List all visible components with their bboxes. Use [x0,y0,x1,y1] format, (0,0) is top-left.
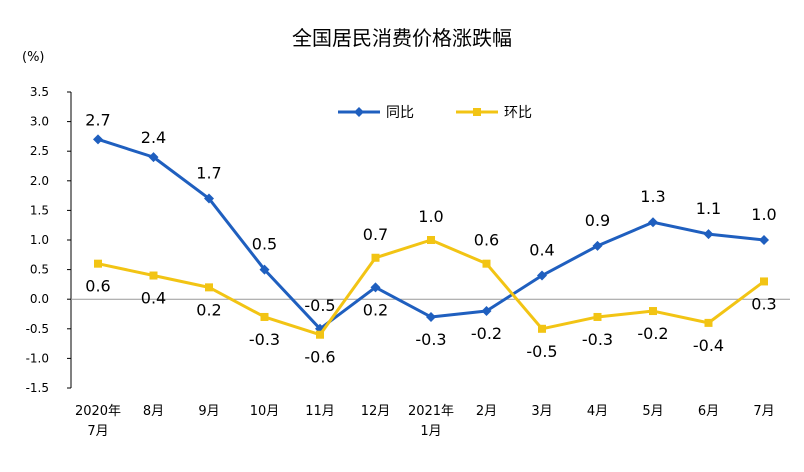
data-label-同比: -0.3 [415,330,446,349]
legend-label-同比: 同比 [386,105,414,121]
x-tick-label: 7月 [87,424,108,439]
data-point-同比 [759,235,769,245]
data-label-同比: 0.2 [363,300,388,319]
data-point-同比 [537,270,547,281]
y-tick-label: -0.5 [26,322,49,336]
data-point-同比 [93,134,103,145]
data-point-环比 [260,312,269,321]
data-point-同比 [648,217,658,228]
data-label-同比: 0.5 [252,235,277,254]
data-label-环比: 1.0 [418,207,443,226]
x-tick-label: 2月 [476,404,497,419]
x-tick-label: 4月 [587,404,608,419]
y-tick-label: 0.0 [30,292,49,306]
x-tick-label: 7月 [753,404,774,419]
data-label-环比: 0.6 [474,231,499,250]
legend-label-环比: 环比 [504,105,532,121]
data-label-环比: -0.6 [304,348,335,367]
data-point-同比 [426,311,436,322]
y-tick-label: 0.5 [30,263,49,277]
legend: 同比 环比 [338,105,532,121]
data-label-环比: -0.3 [249,330,280,349]
x-tick-label: 3月 [531,404,552,419]
x-tick-label: 6月 [698,404,719,419]
data-label-环比: -0.4 [693,336,724,355]
x-tick-label: 10月 [250,404,280,419]
data-point-环比 [427,236,435,244]
data-label-同比: 1.3 [640,187,665,206]
data-point-同比 [592,240,603,251]
x-tick-label: 11月 [305,404,335,419]
data-point-环比 [482,259,491,268]
data-point-环比 [593,312,602,321]
data-point-环比 [649,307,657,316]
x-tick-label: 9月 [198,404,219,419]
y-tick-label: 3.0 [30,115,49,129]
x-tick-label: 8月 [143,404,164,419]
data-label-同比: 1.7 [196,164,221,183]
data-point-同比 [370,282,381,293]
data-point-同比 [481,306,492,317]
data-label-同比: 1.0 [751,205,776,224]
data-point-同比 [204,193,214,204]
y-tick-label: 3.5 [30,85,49,99]
chart-title: 全国居民消费价格涨跌幅 [292,26,512,50]
data-point-环比 [371,253,380,262]
y-axis-unit: (%) [22,50,45,65]
legend-marker-环比 [473,108,481,116]
data-label-环比: -0.5 [526,342,557,361]
data-point-同比 [148,152,159,163]
x-tick-label: 12月 [361,404,391,419]
data-label-同比: -0.2 [471,324,502,343]
data-label-环比: 0.4 [141,289,166,308]
data-point-环比 [316,330,324,339]
legend-marker-同比 [354,107,364,117]
data-label-环比: -0.3 [582,330,613,349]
x-tick-label: 1月 [420,424,441,439]
data-label-环比: 0.3 [751,294,776,313]
data-point-环比 [149,271,158,280]
y-tick-label: 1.0 [30,233,49,247]
y-tick-label: 2.0 [30,174,49,188]
data-point-同比 [703,229,714,240]
y-tick-label: -1.0 [26,351,49,365]
data-point-环比 [94,259,102,268]
data-label-环比: 0.2 [196,300,221,319]
data-point-环比 [538,324,546,333]
x-tick-label: 2020年 [75,404,121,419]
y-tick-label: -1.5 [26,381,49,395]
data-label-环比: 0.6 [85,277,110,296]
y-tick-label: 2.5 [30,144,49,158]
data-label-同比: 1.1 [696,199,721,218]
data-point-环比 [760,277,768,286]
data-label-同比: 2.7 [85,110,110,129]
y-tick-label: 1.5 [30,203,49,217]
data-point-环比 [205,283,213,292]
x-tick-label: 5月 [642,404,663,419]
data-label-同比: -0.5 [304,296,335,315]
data-label-同比: 2.4 [141,128,166,147]
data-label-同比: 0.9 [585,211,610,230]
data-label-环比: -0.2 [637,324,668,343]
x-tick-label: 2021年 [408,404,454,419]
data-point-环比 [704,318,713,327]
data-label-环比: 0.7 [363,225,388,244]
data-point-同比 [259,264,270,275]
data-label-同比: 0.4 [529,241,554,260]
